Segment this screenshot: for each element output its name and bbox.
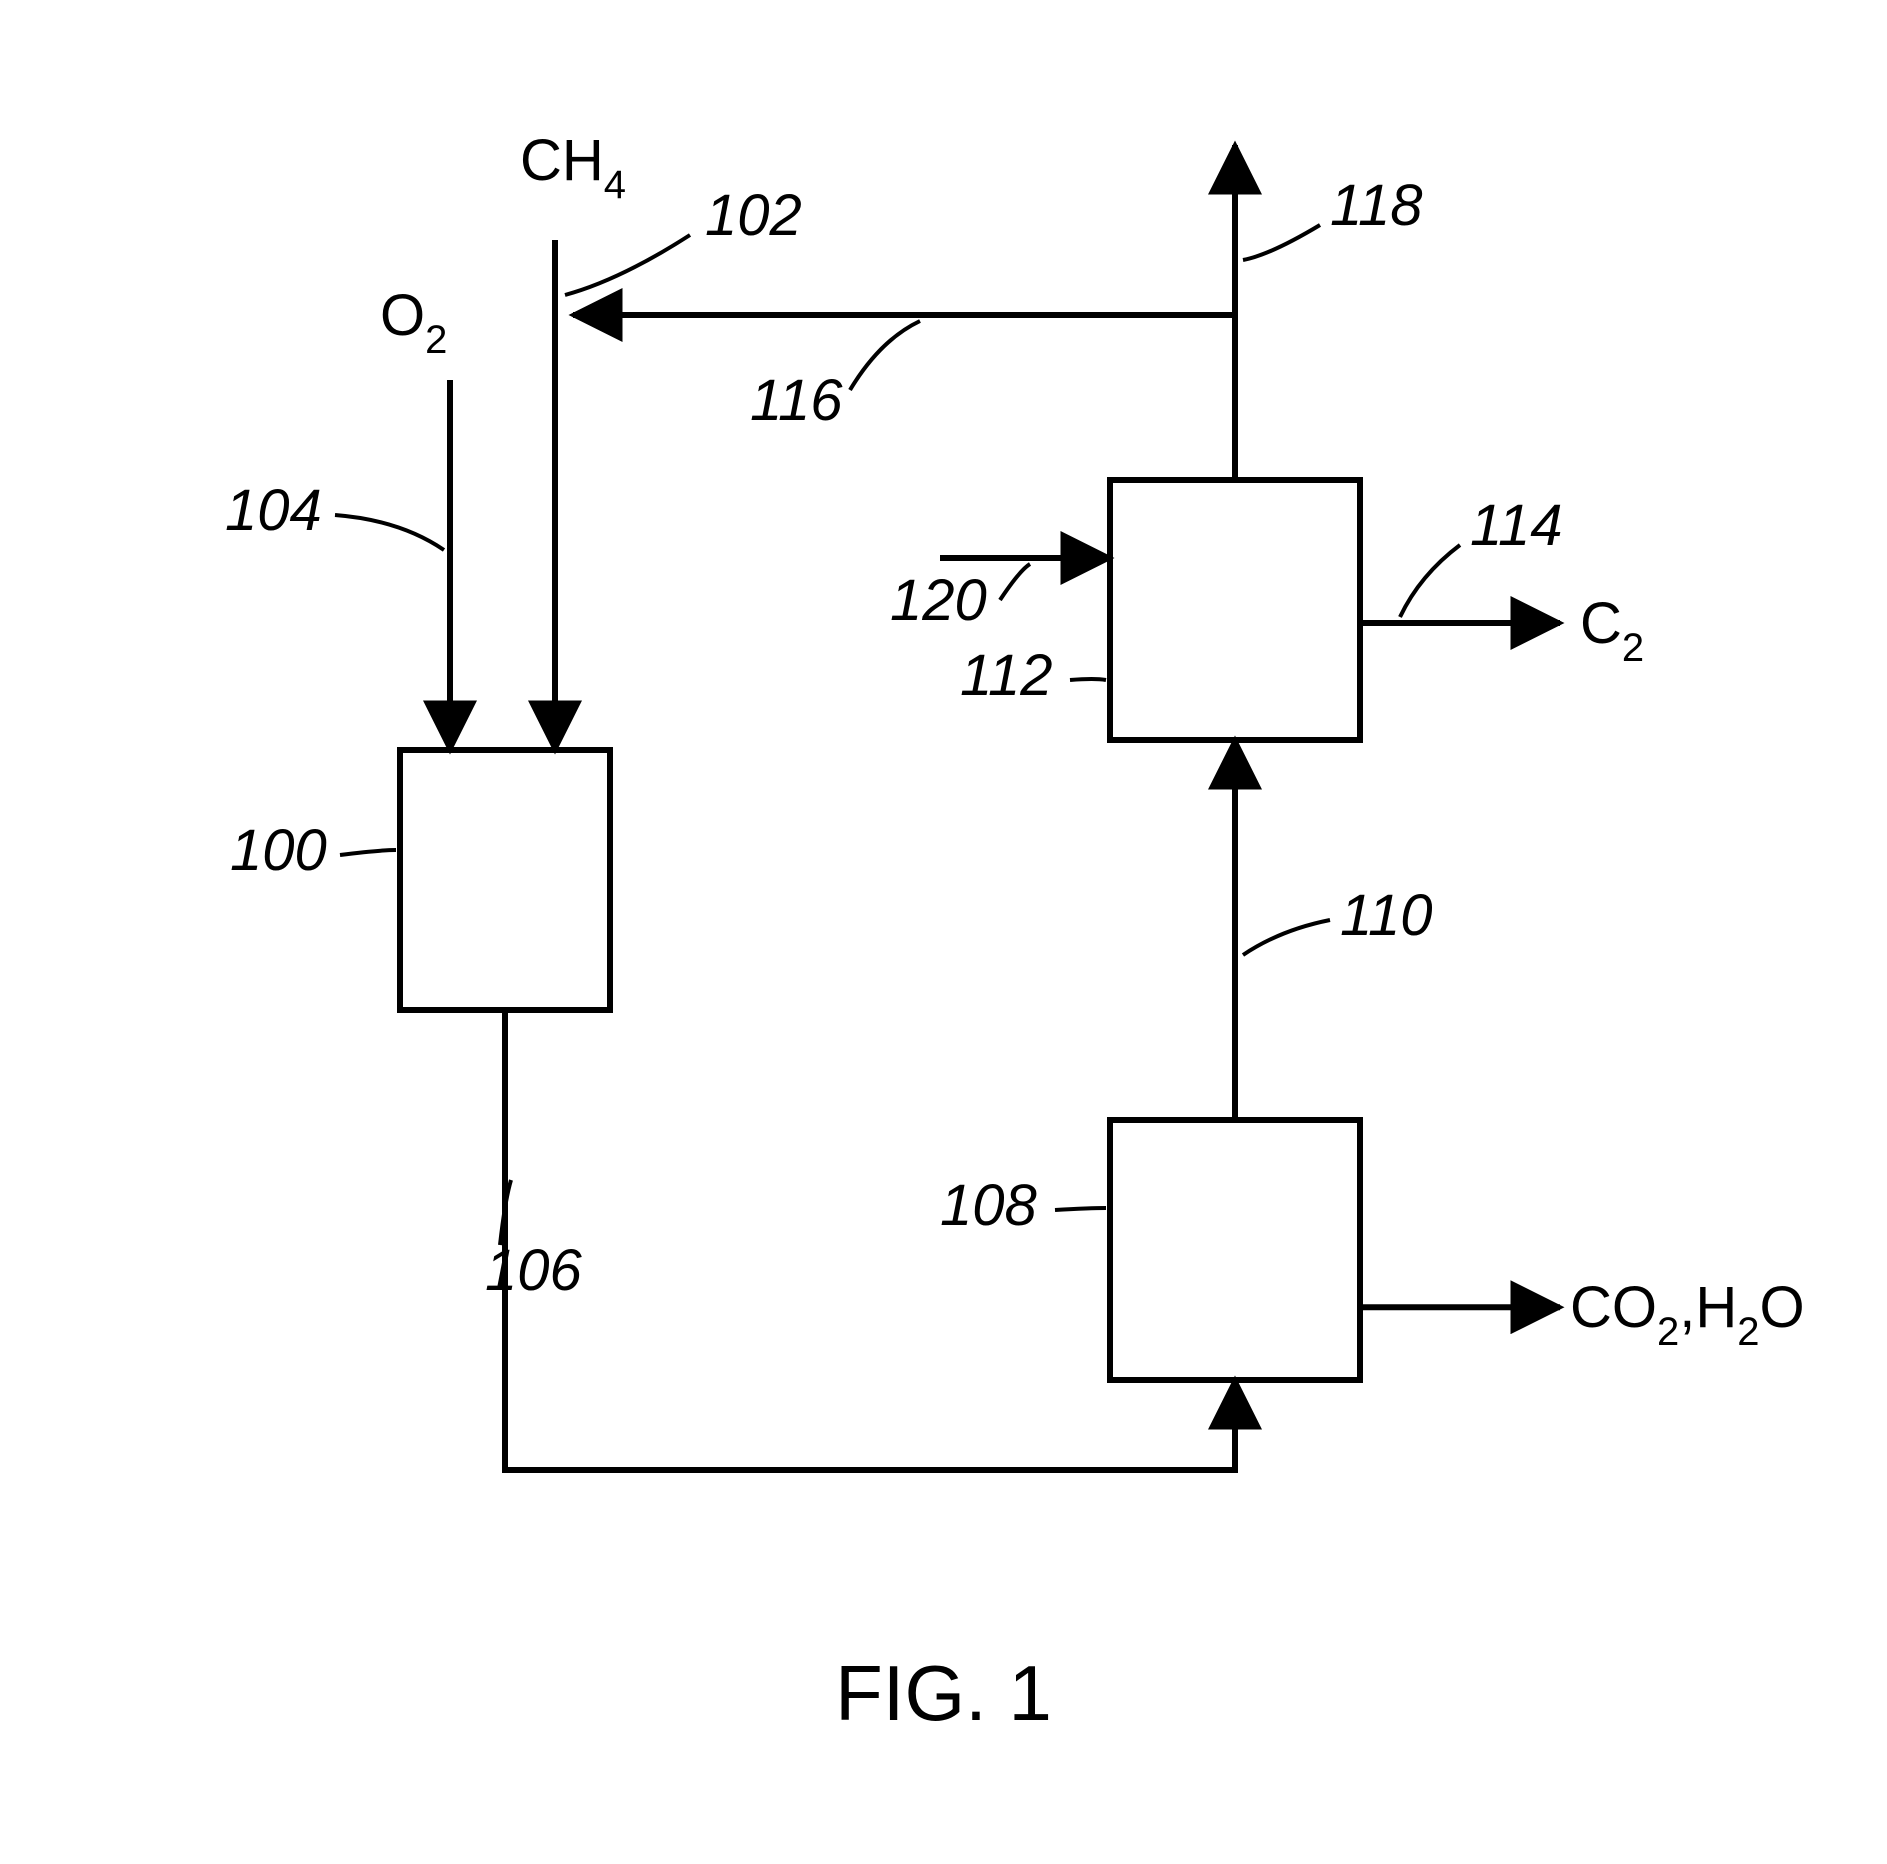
ref-112-leader — [1070, 679, 1106, 680]
ref-110: 110 — [1340, 883, 1432, 948]
ref-114: 114 — [1470, 493, 1562, 558]
box-108 — [1110, 1120, 1360, 1380]
stream-106 — [505, 1010, 1235, 1470]
ref-112: 112 — [960, 643, 1052, 708]
ref-118-leader — [1243, 225, 1320, 260]
ref-106: 106 — [485, 1238, 583, 1303]
box-112 — [1110, 480, 1360, 740]
ref-108: 108 — [940, 1173, 1037, 1238]
figure-caption: FIG. 1 — [835, 1649, 1052, 1737]
box-100 — [400, 750, 610, 1010]
ref-104: 104 — [225, 478, 322, 543]
ref-108-leader — [1055, 1208, 1106, 1210]
label-co2-h2o: CO2,H2O — [1570, 1275, 1805, 1354]
label-c2: C2 — [1580, 591, 1644, 670]
ref-118: 118 — [1330, 173, 1422, 238]
ref-100-leader — [340, 850, 396, 855]
ref-102-leader — [565, 235, 690, 295]
ref-116: 116 — [750, 368, 843, 433]
ref-114-leader — [1400, 545, 1460, 617]
ref-100: 100 — [230, 818, 327, 883]
label-o2: O2 — [380, 283, 447, 362]
label-ch4: CH4 — [520, 128, 626, 207]
ref-104-leader — [335, 515, 444, 550]
ref-120-leader — [1000, 564, 1030, 600]
ref-120: 120 — [890, 568, 987, 633]
ref-102: 102 — [705, 183, 802, 248]
ref-116-leader — [850, 321, 920, 390]
ref-110-leader — [1243, 920, 1330, 955]
